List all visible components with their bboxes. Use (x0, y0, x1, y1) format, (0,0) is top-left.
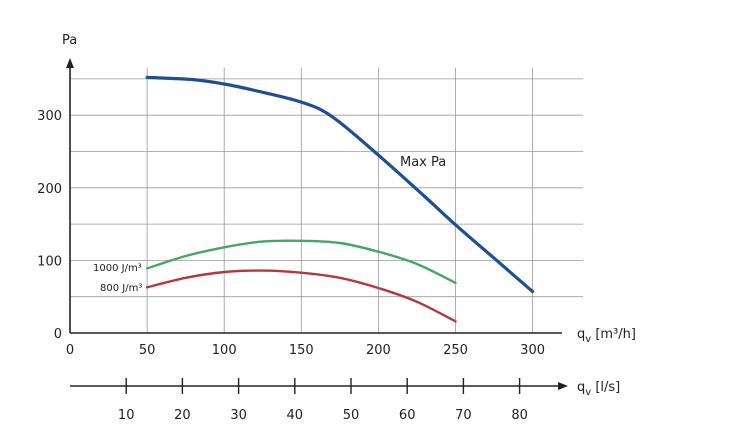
ls-tick-label: 30 (230, 408, 247, 423)
series-line-1000 (145, 239, 457, 285)
x-tick-label: 150 (289, 343, 314, 358)
y-tick-label: 100 (37, 254, 62, 269)
x-tick-label: 300 (520, 343, 545, 358)
x-tick-label: 0 (66, 343, 74, 358)
ls-tick-label: 10 (118, 408, 135, 423)
series-line-max-pa (145, 75, 535, 294)
x-unit-label-ls: qv [l/s] (577, 380, 620, 398)
curve-label-max-pa: Max Pa (400, 155, 446, 170)
x-tick-label: 250 (443, 343, 468, 358)
curve-label-1000: 1000 J/m³ (93, 263, 142, 274)
y-axis-arrow (66, 58, 74, 68)
series (145, 75, 535, 323)
ls-tick-label: 40 (287, 408, 304, 423)
series-line-800 (145, 269, 457, 323)
ls-tick-label: 50 (343, 408, 360, 423)
tick-labels: 0 50 100 150 200 250 300 0 100 200 300 10 20 30 40 50 60… (37, 109, 545, 423)
ls-tick-label: 80 (511, 408, 528, 423)
x-unit-label-m3h: qv [m³/h] (577, 327, 636, 345)
grid (70, 67, 584, 333)
ls-tick-label: 60 (399, 408, 416, 423)
y-tick-label: 200 (37, 182, 62, 197)
y-tick-label: 0 (54, 327, 62, 342)
y-tick-label: 300 (37, 109, 62, 124)
curve-label-800: 800 J/m³ (100, 283, 142, 294)
ls-axis-arrow (558, 382, 568, 390)
x-tick-label: 50 (139, 343, 156, 358)
x-tick-label: 100 (212, 343, 237, 358)
ls-tick-label: 70 (455, 408, 472, 423)
axes (66, 58, 568, 390)
ls-tick-label: 20 (174, 408, 191, 423)
y-unit-label: Pa (62, 33, 77, 48)
x-tick-label: 200 (366, 343, 391, 358)
